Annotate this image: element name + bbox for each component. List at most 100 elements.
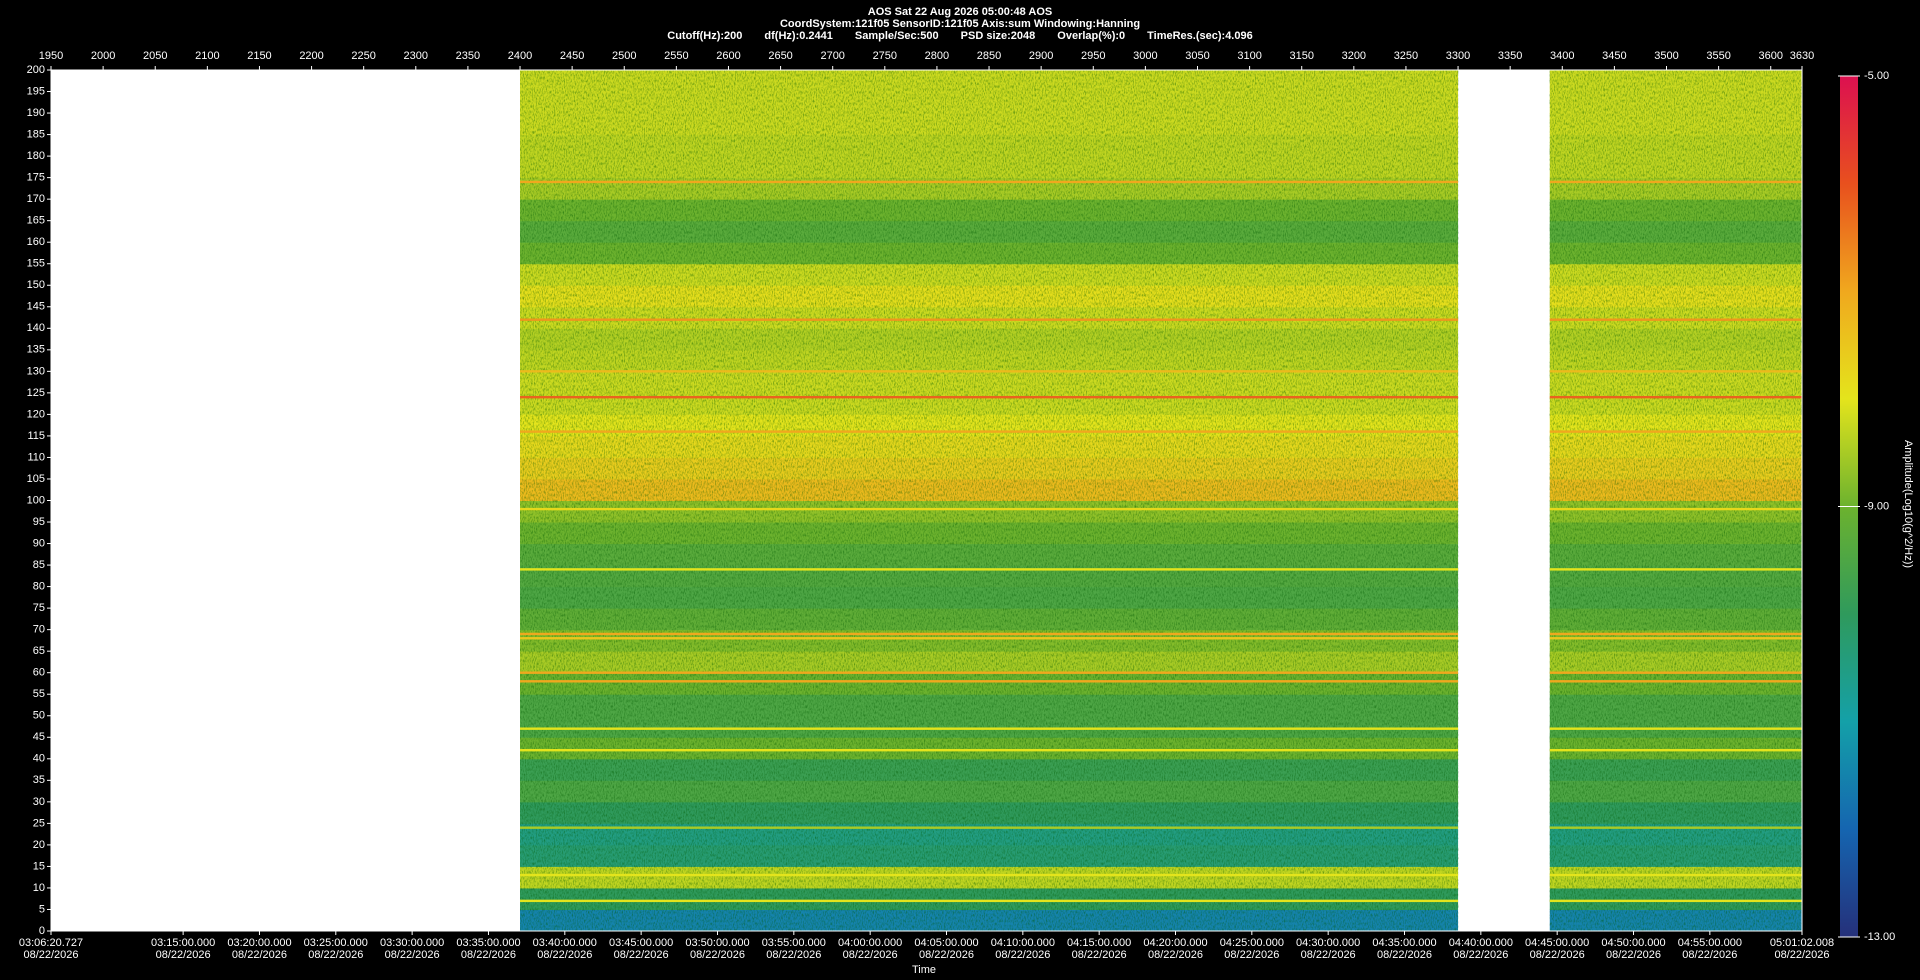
- y-tick-label: 180: [27, 150, 45, 162]
- spectral-line: [1549, 873, 1802, 877]
- spectral-line: [1549, 826, 1802, 829]
- time-tick-label: 03:40:00.000: [533, 937, 597, 949]
- y-tick-label: 105: [27, 473, 45, 485]
- spectral-line: [520, 395, 1459, 399]
- y-tick-label: 70: [33, 624, 45, 636]
- time-tick-label: 03:20:00.000: [227, 937, 291, 949]
- y-tick-label: 40: [33, 753, 45, 765]
- spectrogram-data: [520, 70, 1802, 932]
- spectral-line: [1549, 180, 1802, 184]
- time-tick-date: 08/22/2026: [1682, 949, 1737, 961]
- spectral-line: [1549, 632, 1802, 636]
- spectral-line: [520, 748, 1459, 752]
- x-tick-label: 2800: [925, 50, 949, 62]
- y-tick-label: 85: [33, 559, 45, 571]
- time-tick-label: 03:25:00.000: [304, 937, 368, 949]
- time-tick-label: 04:50:00.000: [1601, 937, 1665, 949]
- y-tick-label: 135: [27, 344, 45, 356]
- spectral-line: [520, 637, 1459, 640]
- info-item: Overlap(%):0: [1057, 30, 1125, 42]
- spectral-line: [1549, 507, 1802, 511]
- y-tick-label: 30: [33, 796, 45, 808]
- time-tick-date: 08/22/2026: [919, 949, 974, 961]
- y-tick-label: 155: [27, 258, 45, 270]
- info-line: Cutoff(Hz):200 df(Hz):0.2441 Sample/Sec:50…: [667, 30, 1252, 42]
- y-tick-label: 100: [27, 494, 45, 506]
- x-tick-label: 3600: [1758, 50, 1782, 62]
- time-tick-label: 04:00:00.000: [838, 937, 902, 949]
- spectral-line: [520, 632, 1459, 636]
- spectral-line: [520, 727, 1459, 730]
- x-tick-label: 3500: [1654, 50, 1678, 62]
- time-tick-date: 08/22/2026: [1453, 949, 1508, 961]
- time-tick-date: 08/22/2026: [1072, 949, 1127, 961]
- x-tick-label: 2000: [91, 50, 115, 62]
- y-tick-label: 150: [27, 279, 45, 291]
- x-tick-label: 2650: [768, 50, 792, 62]
- time-tick-label: 03:55:00.000: [762, 937, 826, 949]
- colorbar-tick-label: -9.00: [1864, 500, 1889, 512]
- y-tick-label: 170: [27, 193, 45, 205]
- y-tick-label: 95: [33, 516, 45, 528]
- info-item: Sample/Sec:500: [855, 30, 939, 42]
- y-tick-label: 20: [33, 839, 45, 851]
- time-tick-label: 04:20:00.000: [1143, 937, 1207, 949]
- y-tick-label: 200: [27, 64, 45, 76]
- texture: [520, 70, 1459, 931]
- time-tick-label: 04:45:00.000: [1525, 937, 1589, 949]
- y-tick-label: 145: [27, 301, 45, 313]
- x-tick-label: 2250: [351, 50, 375, 62]
- spectral-line: [1549, 637, 1802, 640]
- time-tick-label: 03:30:00.000: [380, 937, 444, 949]
- chart-subtitle: CoordSystem:121f05 SensorID:121f05 Axis:…: [780, 18, 1140, 30]
- time-tick-date: 08/22/2026: [995, 949, 1050, 961]
- x-tick-label: 2900: [1029, 50, 1053, 62]
- y-tick-label: 80: [33, 581, 45, 593]
- time-tick-date: 08/22/2026: [385, 949, 440, 961]
- colorbar-tick-label: -13.00: [1864, 931, 1895, 943]
- time-tick-date: 08/22/2026: [1148, 949, 1203, 961]
- time-tick-date: 08/22/2026: [843, 949, 898, 961]
- spectral-line: [520, 899, 1459, 903]
- spectral-line: [1549, 370, 1802, 373]
- time-tick-label: 05:01:02.008: [1770, 937, 1834, 949]
- spectral-line: [520, 680, 1459, 683]
- time-tick-label: 03:35:00.000: [456, 937, 520, 949]
- spectral-line: [1549, 568, 1802, 571]
- time-tick-date: 08/22/2026: [308, 949, 363, 961]
- x-tick-label: 3300: [1446, 50, 1470, 62]
- spectral-line: [1549, 318, 1802, 321]
- x-tick-label: 2400: [508, 50, 532, 62]
- x-tick-label: 2550: [664, 50, 688, 62]
- x-tick-label: 3200: [1342, 50, 1366, 62]
- time-tick-label: 04:15:00.000: [1067, 937, 1131, 949]
- x-tick-label: 3450: [1602, 50, 1626, 62]
- y-tick-label: 185: [27, 128, 45, 140]
- y-tick-label: 160: [27, 236, 45, 248]
- y-tick-label: 140: [27, 322, 45, 334]
- y-tick-label: 45: [33, 731, 45, 743]
- x-tick-label: 2100: [195, 50, 219, 62]
- info-item: Cutoff(Hz):200: [667, 30, 742, 42]
- y-tick-label: 5: [39, 903, 45, 915]
- chart-title: AOS Sat 22 Aug 2026 05:00:48 AOS: [868, 6, 1052, 18]
- y-tick-label: 10: [33, 882, 45, 894]
- y-tick-label: 120: [27, 408, 45, 420]
- time-tick-date: 08/22/2026: [461, 949, 516, 961]
- x-tick-label: 3150: [1289, 50, 1313, 62]
- x-tick-label: 2850: [977, 50, 1001, 62]
- x-tick-label: 2700: [820, 50, 844, 62]
- x-axis-label: Time: [912, 964, 936, 976]
- time-tick-date: 08/22/2026: [1606, 949, 1661, 961]
- x-tick-label: 3100: [1237, 50, 1261, 62]
- x-tick-label: 2150: [247, 50, 271, 62]
- time-tick-label: 04:35:00.000: [1372, 937, 1436, 949]
- spectral-line: [1549, 748, 1802, 752]
- time-tick-date: 08/22/2026: [537, 949, 592, 961]
- time-tick-date: 08/22/2026: [23, 949, 78, 961]
- time-tick-label: 04:05:00.000: [914, 937, 978, 949]
- time-tick-label: 04:30:00.000: [1296, 937, 1360, 949]
- spectral-line: [520, 318, 1459, 321]
